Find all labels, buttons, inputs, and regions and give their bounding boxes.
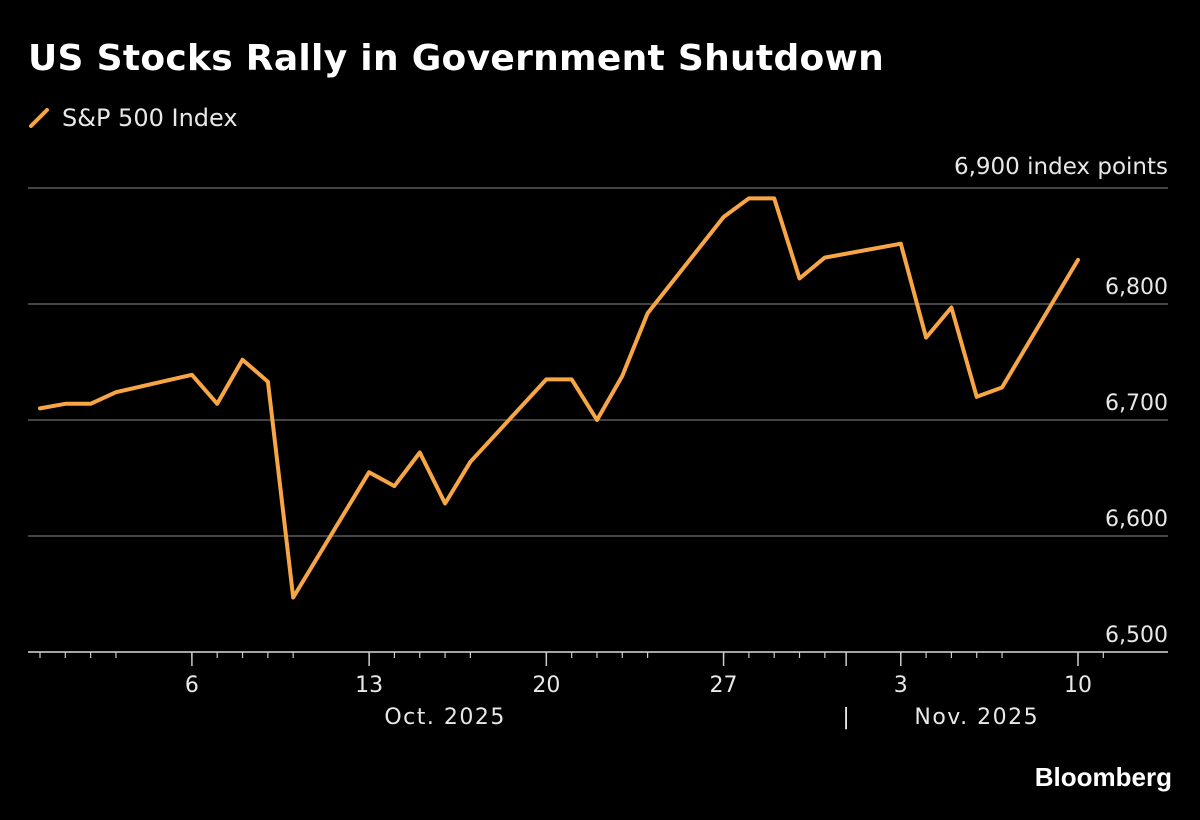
x-tick-label: 3	[894, 673, 908, 698]
x-axis: 6 13 20 27 3 10 | Oct. 2025 Nov. 2025	[28, 651, 1168, 730]
y-tick-label: 6,600	[1105, 507, 1168, 532]
month-label: Nov. 2025	[914, 705, 1039, 730]
y-axis-units-label: 6,900 index points	[954, 154, 1168, 180]
x-tick-label: 20	[532, 673, 560, 698]
y-tick-label: 6,500	[1105, 623, 1168, 648]
series-line-0	[38, 196, 1080, 600]
brand-logo: Bloomberg	[1034, 762, 1172, 792]
x-tick-label: 13	[355, 673, 383, 698]
series-layer	[38, 196, 1080, 600]
legend-label: S&P 500 Index	[62, 104, 238, 132]
x-tick-label: 10	[1064, 673, 1092, 698]
month-separator-glyph: |	[842, 705, 849, 730]
x-tick-label: 6	[185, 673, 199, 698]
legend-swatch-icon	[29, 108, 49, 128]
chart-title: US Stocks Rally in Government Shutdown	[28, 38, 885, 79]
y-tick-label: 6,800	[1105, 275, 1168, 300]
gridlines	[28, 187, 1168, 653]
x-tick-label: 27	[710, 673, 738, 698]
y-tick-label: 6,700	[1105, 391, 1168, 416]
legend: S&P 500 Index	[28, 104, 238, 132]
month-label: Oct. 2025	[384, 705, 506, 730]
y-axis: 6,500 6,600 6,700 6,800 6,900 index points	[954, 154, 1168, 648]
